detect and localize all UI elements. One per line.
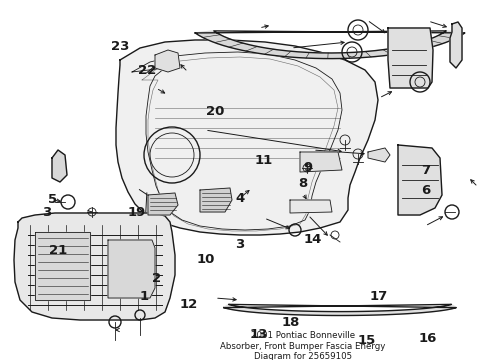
Text: 4: 4: [235, 192, 244, 204]
Text: 3: 3: [42, 206, 51, 219]
Polygon shape: [397, 145, 441, 215]
Text: 8: 8: [298, 177, 307, 190]
Polygon shape: [195, 31, 464, 59]
Text: 17: 17: [369, 291, 387, 303]
Polygon shape: [35, 232, 90, 300]
Polygon shape: [224, 305, 455, 315]
Text: 9: 9: [303, 161, 312, 174]
Text: 21: 21: [48, 244, 67, 257]
Polygon shape: [108, 240, 155, 298]
Polygon shape: [116, 40, 377, 235]
Polygon shape: [367, 148, 389, 162]
Polygon shape: [289, 200, 331, 213]
Text: 5: 5: [48, 193, 57, 206]
Polygon shape: [449, 22, 461, 68]
Polygon shape: [148, 193, 178, 215]
Text: 11: 11: [254, 154, 273, 167]
Text: 23: 23: [110, 40, 129, 53]
Text: 13: 13: [249, 328, 268, 341]
Text: 6: 6: [420, 184, 429, 197]
Text: 20: 20: [205, 105, 224, 118]
Text: 14: 14: [303, 233, 322, 246]
Polygon shape: [387, 28, 432, 88]
Text: 22: 22: [137, 64, 156, 77]
Text: 12: 12: [179, 298, 197, 311]
Text: 10: 10: [196, 253, 214, 266]
Polygon shape: [155, 50, 180, 72]
Polygon shape: [299, 152, 341, 172]
Text: 18: 18: [281, 316, 300, 329]
Polygon shape: [200, 188, 231, 212]
Text: 7: 7: [420, 165, 429, 177]
Text: 15: 15: [357, 334, 375, 347]
Text: 1: 1: [140, 291, 148, 303]
Text: 2: 2: [152, 273, 161, 285]
Polygon shape: [52, 150, 67, 182]
Text: 19: 19: [127, 206, 146, 219]
Text: 16: 16: [418, 332, 436, 345]
Text: 2001 Pontiac Bonneville
Absorber, Front Bumper Fascia Energy
Diagram for 2565910: 2001 Pontiac Bonneville Absorber, Front …: [220, 331, 385, 360]
Text: 3: 3: [235, 238, 244, 251]
Polygon shape: [14, 213, 175, 320]
